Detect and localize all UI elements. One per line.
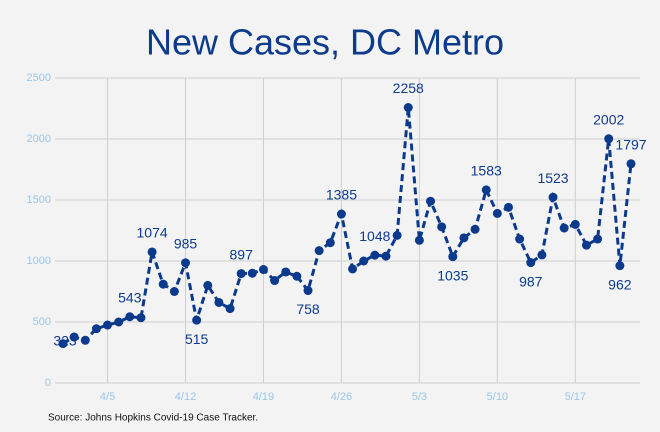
data-point — [581, 240, 591, 250]
data-point — [91, 324, 101, 334]
data-point — [459, 233, 469, 243]
data-point — [604, 134, 614, 144]
data-point — [615, 261, 625, 271]
data-point — [492, 208, 502, 218]
data-point — [392, 230, 402, 240]
data-label: 515 — [185, 331, 209, 347]
data-point — [258, 265, 268, 275]
source-note: Source: Johns Hopkins Covid-19 Case Trac… — [48, 413, 258, 424]
data-point — [58, 339, 68, 349]
data-point — [448, 252, 458, 262]
data-point — [348, 264, 358, 274]
data-point — [225, 304, 235, 314]
data-point — [136, 313, 146, 323]
data-point — [147, 247, 157, 257]
data-point — [292, 271, 302, 281]
data-point — [593, 234, 603, 244]
data-label: 1074 — [137, 225, 168, 241]
data-label: 1035 — [437, 267, 468, 283]
data-point — [69, 332, 79, 342]
data-point — [270, 276, 280, 286]
x-tick-label: 4/19 — [253, 391, 274, 403]
series-line — [62, 107, 633, 345]
data-label: 1797 — [615, 136, 646, 152]
y-tick-label: 0 — [45, 377, 51, 389]
data-point — [181, 258, 191, 268]
data-point — [526, 258, 536, 268]
data-label: 987 — [519, 273, 543, 289]
y-tick-label: 1000 — [27, 255, 51, 267]
data-label: 2002 — [593, 111, 624, 127]
x-tick-label: 5/10 — [487, 391, 508, 403]
data-point — [370, 250, 380, 260]
data-point — [303, 286, 313, 296]
data-point — [103, 320, 113, 330]
data-label: 897 — [230, 246, 254, 262]
data-point — [325, 238, 335, 248]
data-point — [169, 287, 179, 296]
data-point — [570, 219, 580, 229]
data-point — [437, 222, 447, 232]
y-tick-label: 1500 — [27, 194, 51, 206]
data-point — [537, 250, 547, 260]
data-label: 323 — [53, 332, 77, 348]
data-point — [203, 280, 213, 290]
data-label: 1048 — [359, 228, 390, 244]
data-point — [125, 312, 135, 322]
x-tick-label: 5/17 — [565, 391, 586, 403]
data-point — [626, 159, 636, 169]
data-point — [470, 224, 480, 234]
data-point — [359, 256, 369, 266]
data-point — [403, 103, 413, 113]
data-point — [381, 251, 391, 261]
data-point — [336, 209, 346, 219]
x-tick-label: 5/3 — [412, 391, 427, 403]
data-label: 985 — [174, 236, 198, 252]
data-point — [236, 269, 246, 279]
data-label: 1583 — [471, 163, 502, 179]
data-point — [426, 196, 436, 206]
data-point — [114, 317, 124, 327]
data-point — [515, 234, 525, 244]
data-label: 543 — [118, 289, 142, 305]
y-tick-label: 2500 — [27, 72, 51, 84]
data-point — [503, 202, 513, 212]
data-point — [192, 315, 202, 325]
x-tick-label: 4/5 — [100, 391, 115, 403]
data-label: 1523 — [537, 170, 568, 186]
chart-title: New Cases, DC Metro — [146, 22, 504, 63]
data-point — [80, 335, 90, 345]
data-point — [281, 267, 291, 277]
data-label: 1385 — [326, 187, 357, 203]
data-point — [247, 268, 257, 278]
x-tick-label: 4/12 — [175, 391, 196, 403]
data-point — [158, 279, 168, 289]
data-point — [548, 192, 558, 202]
data-point — [214, 297, 224, 307]
data-point — [481, 185, 491, 195]
data-point — [414, 235, 424, 245]
data-point — [559, 223, 569, 233]
data-label: 2258 — [393, 80, 424, 96]
y-tick-label: 500 — [33, 316, 51, 328]
data-label: 962 — [608, 276, 632, 292]
data-label: 758 — [296, 301, 320, 317]
x-tick-label: 4/26 — [331, 391, 352, 403]
data-point — [314, 246, 324, 256]
y-tick-label: 2000 — [27, 133, 51, 145]
